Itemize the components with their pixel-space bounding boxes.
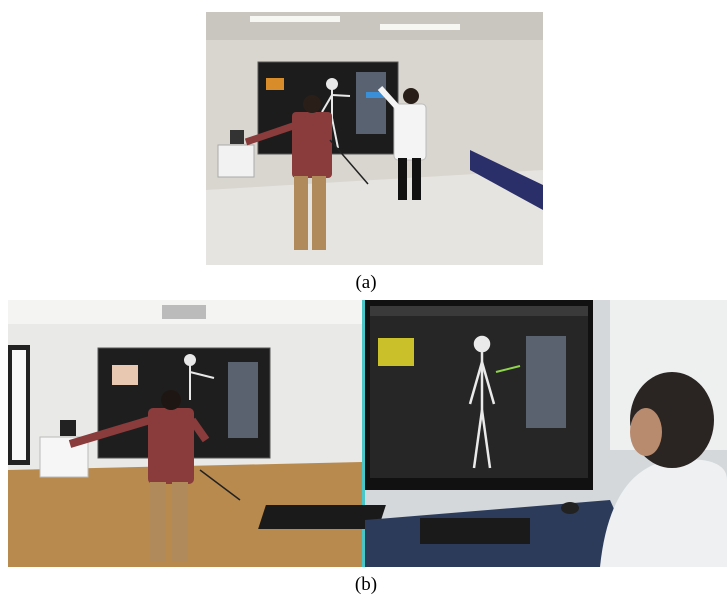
screen-panel [526, 336, 566, 428]
ceiling-light [380, 24, 460, 30]
screen-panel [228, 362, 258, 438]
screen-thumbnail [266, 78, 284, 90]
ceiling-light [250, 16, 340, 22]
head [161, 390, 181, 410]
arm [377, 85, 401, 111]
person-doctor [377, 85, 427, 200]
leg [412, 158, 421, 200]
leg [312, 176, 326, 250]
computer [60, 420, 76, 436]
photo-b-right [258, 300, 727, 567]
arm [188, 417, 210, 443]
mouse [561, 502, 579, 514]
leg [294, 176, 308, 250]
shirt [292, 112, 332, 178]
wall-trim [470, 150, 543, 210]
arm [68, 416, 152, 448]
screen-slider [366, 92, 384, 98]
coat [600, 459, 727, 567]
screen-panel [356, 72, 386, 134]
caption: (a) [355, 272, 377, 293]
skeleton [468, 335, 496, 469]
person-doctor [600, 372, 727, 567]
screen-thumbnail [378, 338, 414, 366]
projector [162, 305, 206, 319]
tripod [199, 469, 241, 501]
leg [172, 482, 188, 562]
caption: (b) [354, 574, 378, 595]
arm [244, 121, 298, 146]
menu-bar [370, 306, 588, 316]
keyboard [258, 505, 386, 529]
skeleton [184, 354, 215, 400]
person-user [244, 95, 332, 250]
head [303, 95, 321, 113]
shirt [148, 408, 194, 484]
head [403, 88, 419, 104]
side-table [217, 144, 255, 178]
coat [393, 103, 427, 161]
leg [150, 482, 166, 562]
person-user [68, 390, 210, 562]
pointer [495, 365, 521, 373]
divider [362, 300, 365, 567]
screen-thumbnail [112, 365, 138, 385]
tripod [329, 139, 369, 185]
window [12, 350, 26, 460]
face [630, 408, 662, 456]
keyboard [420, 518, 530, 544]
computer [230, 130, 244, 144]
photo-a [206, 12, 543, 265]
leg [398, 158, 407, 200]
floor [206, 170, 543, 265]
